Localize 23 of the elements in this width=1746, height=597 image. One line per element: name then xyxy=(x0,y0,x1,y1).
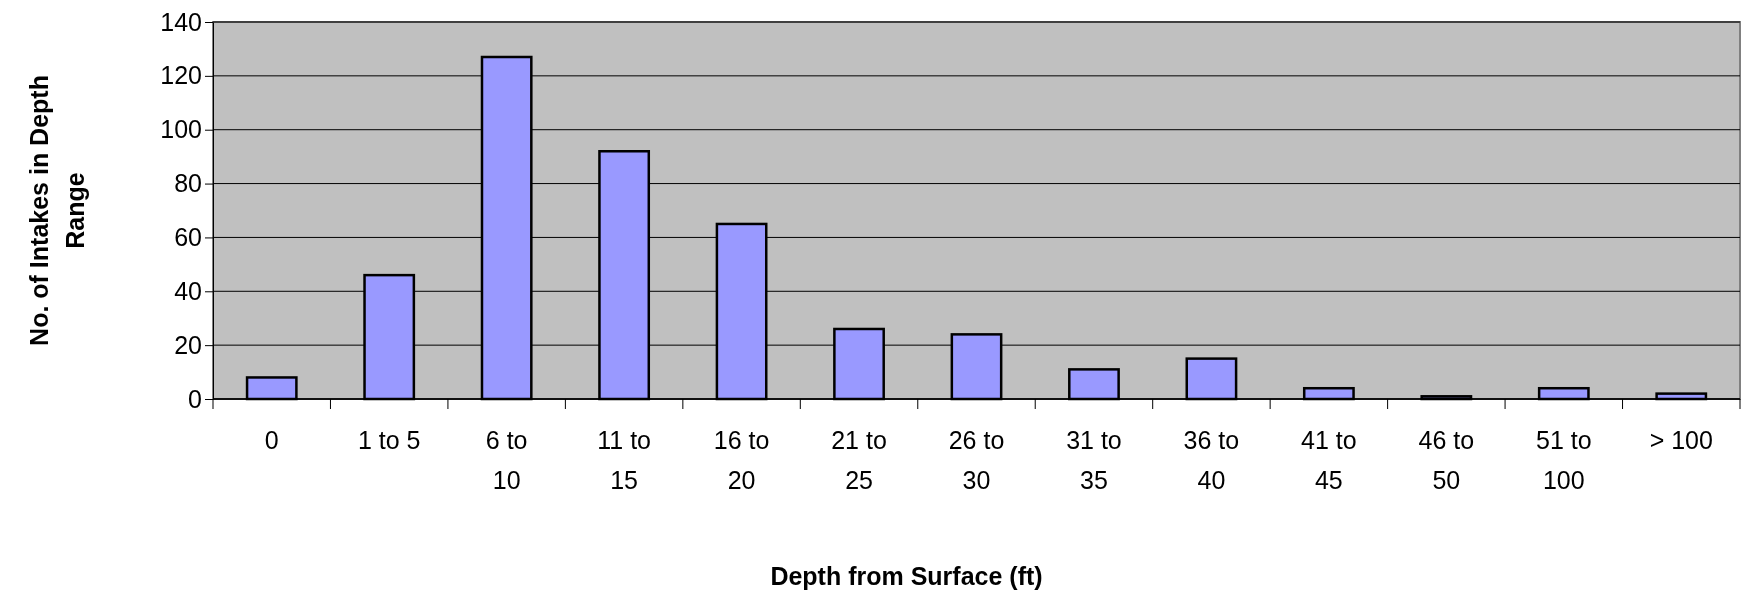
x-tick-label: 11 to 15 xyxy=(597,426,651,494)
x-tick-label: 26 to 30 xyxy=(948,426,1005,494)
x-tick-label: 0 xyxy=(264,426,279,454)
x-tick-label: 31 to 35 xyxy=(1066,426,1122,494)
x-tick-label: 36 to 40 xyxy=(1183,426,1240,494)
x-tick-label: 1 to 5 xyxy=(357,426,421,454)
x-tick-label: 46 to 50 xyxy=(1418,426,1475,494)
x-tick-label: 16 to 20 xyxy=(713,426,770,494)
y-tick-label: 120 xyxy=(160,61,202,90)
y-tick-label: 40 xyxy=(174,276,202,305)
y-tick-label: 140 xyxy=(160,7,202,36)
y-tick-label: 20 xyxy=(174,330,202,359)
x-tick-label: > 100 xyxy=(1649,426,1713,454)
y-tick-label: 80 xyxy=(174,169,202,198)
x-tick-label: 41 to 45 xyxy=(1301,426,1357,494)
x-axis-title: Depth from Surface (ft) xyxy=(770,562,1043,590)
x-tick-label: 6 to 10 xyxy=(485,426,528,494)
x-tick-label: 21 to 25 xyxy=(831,426,887,494)
x-tick-label: 51 to 100 xyxy=(1536,426,1592,494)
y-tick-label: 100 xyxy=(160,115,202,144)
y-axis-title: No. of Intakes in Depth Range xyxy=(25,75,89,346)
y-tick-label: 60 xyxy=(174,222,202,251)
y-tick-label: 0 xyxy=(188,384,202,413)
